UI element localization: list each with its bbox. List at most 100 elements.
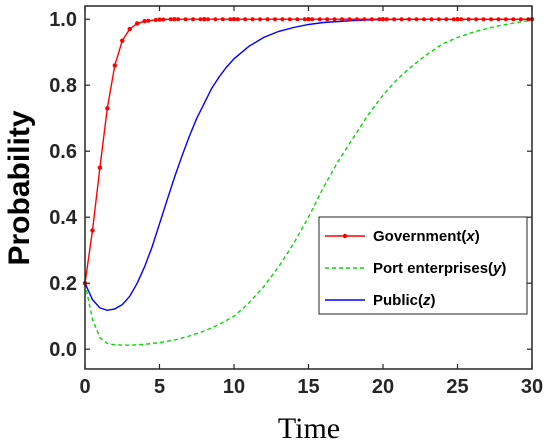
data-point (112, 63, 118, 68)
data-point (198, 17, 203, 22)
legend-label-part: Government( (373, 228, 466, 245)
plot-background (85, 6, 532, 369)
data-point (481, 17, 486, 22)
data-point (120, 38, 125, 43)
series-layer (82, 17, 535, 346)
data-point (202, 17, 207, 22)
x-tick-label: 5 (154, 376, 165, 398)
data-point (250, 17, 255, 22)
y-axis-label: Probability (3, 110, 36, 265)
data-point (168, 17, 173, 22)
legend-label-government-x: Government(x) (373, 228, 480, 245)
y-axis-ticks: 0.0 0.2 0.4 0.6 0.8 1.0 (49, 9, 532, 361)
series-line-port-enterprises-y (84, 19, 533, 346)
data-point (231, 17, 237, 22)
data-point (466, 17, 471, 22)
data-point (354, 17, 359, 22)
data-point (436, 17, 441, 22)
data-point (287, 17, 292, 22)
data-point (272, 17, 277, 22)
data-point (97, 165, 103, 170)
legend: Government(x)Port enterprises(y)Public(z… (318, 216, 528, 315)
legend-label-port-enterprises-y: Port enterprises(y) (373, 260, 506, 277)
legend-label-part: y (492, 260, 502, 277)
data-point (142, 18, 147, 24)
data-point (455, 17, 460, 22)
legend-box (318, 216, 528, 315)
data-point (421, 17, 426, 22)
data-point (429, 17, 434, 22)
x-tick-label: 0 (79, 376, 90, 398)
legend-label-part: ) (501, 260, 506, 277)
data-point (161, 17, 166, 22)
y-tick-label: 0.8 (49, 75, 77, 97)
legend-label-part: z (422, 292, 431, 309)
data-point (306, 17, 311, 22)
data-point (518, 17, 523, 22)
data-point (295, 17, 300, 22)
y-tick-label: 0.2 (49, 273, 77, 295)
data-point (302, 17, 307, 22)
legend-label-part: ) (475, 228, 480, 245)
data-point (474, 17, 479, 22)
data-point (183, 17, 188, 22)
data-point (172, 17, 177, 22)
x-axis-label: Time (278, 412, 340, 445)
data-point (90, 228, 95, 233)
data-point (340, 17, 345, 22)
legend-label-part: ) (431, 292, 436, 309)
data-point (105, 106, 110, 111)
x-tick-label: 25 (446, 376, 468, 398)
data-point (325, 17, 330, 22)
y-tick-label: 1.0 (49, 9, 77, 31)
x-axis-ticks: 0 5 10 15 20 25 30 (79, 6, 543, 398)
legend-label-public-z: Public(z) (373, 292, 436, 309)
legend-label-part: Port enterprises( (373, 260, 493, 277)
data-point (146, 18, 151, 23)
data-point (153, 17, 158, 22)
data-point (392, 17, 397, 22)
data-point (496, 17, 501, 22)
data-point (347, 17, 352, 22)
x-tick-label: 30 (521, 376, 543, 398)
data-point (399, 17, 404, 22)
data-point (511, 17, 516, 22)
data-point (265, 17, 270, 22)
y-tick-label: 0.6 (49, 141, 77, 163)
data-point (380, 17, 386, 22)
y-tick-label: 0.4 (49, 207, 78, 229)
data-point (258, 17, 263, 22)
data-point (191, 17, 196, 22)
legend-marker (342, 233, 348, 239)
data-point (157, 17, 162, 22)
x-tick-label: 20 (372, 376, 394, 398)
data-point (369, 17, 374, 22)
data-point (317, 17, 322, 22)
data-point (243, 17, 248, 22)
x-tick-label: 10 (223, 376, 245, 398)
y-tick-label: 0.0 (49, 339, 77, 361)
data-point (213, 17, 218, 22)
data-point (444, 17, 449, 22)
data-point (205, 17, 210, 22)
data-point (377, 17, 382, 22)
data-point (451, 17, 456, 22)
data-point (134, 21, 140, 26)
data-point (220, 17, 225, 22)
data-point (503, 17, 508, 22)
data-point (414, 17, 419, 22)
data-point (489, 17, 494, 22)
data-point (127, 26, 132, 32)
data-point (235, 17, 240, 22)
data-point (362, 17, 367, 22)
data-point (407, 17, 412, 22)
data-point (228, 17, 233, 22)
legend-label-part: x (465, 228, 475, 245)
data-point (332, 17, 337, 22)
x-tick-label: 15 (297, 376, 319, 398)
series-line-public-z (84, 18, 532, 312)
data-point (176, 17, 181, 22)
legend-label-part: Public( (373, 292, 423, 309)
data-point (459, 17, 464, 22)
